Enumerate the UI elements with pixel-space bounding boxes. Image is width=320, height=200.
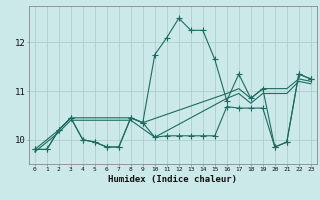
X-axis label: Humidex (Indice chaleur): Humidex (Indice chaleur) <box>108 175 237 184</box>
